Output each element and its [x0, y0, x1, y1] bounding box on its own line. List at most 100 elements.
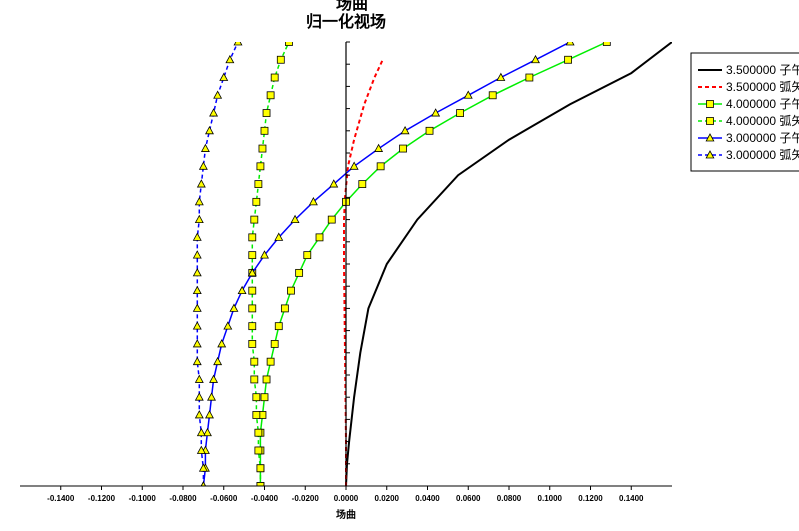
x-tick-label: -0.0200 [292, 494, 320, 503]
legend-label: 3.500000 子午 [726, 63, 799, 77]
data-point [250, 375, 259, 384]
data-point [192, 303, 202, 312]
x-tick-label: 0.0600 [456, 494, 481, 503]
data-point [237, 285, 247, 295]
data-point [525, 73, 534, 82]
data-point [256, 464, 265, 473]
data-point [254, 428, 263, 437]
legend-box [690, 52, 799, 172]
data-point [274, 322, 283, 331]
data-point [192, 339, 202, 348]
data-point [248, 322, 257, 331]
x-tick-label: 0.0000 [334, 494, 359, 503]
chart-title: 场曲 [336, 0, 368, 13]
data-point [285, 42, 293, 46]
x-tick-label: 0.1200 [578, 494, 603, 503]
legend-marker [706, 117, 714, 125]
data-point [205, 410, 214, 419]
data-point [217, 339, 227, 348]
legend-label: 3.500000 弧矢 [726, 80, 799, 94]
data-point [254, 446, 263, 455]
data-point [531, 54, 540, 64]
data-point [308, 197, 318, 206]
series-2 [256, 42, 611, 486]
x-tick-label: 0.0200 [375, 494, 400, 503]
chart-subtitle: 归一化视场 [306, 12, 386, 31]
data-point [252, 393, 261, 402]
data-point [315, 233, 324, 242]
data-point [205, 125, 214, 135]
data-point [349, 161, 359, 170]
data-point [192, 356, 202, 366]
data-point [209, 108, 219, 117]
data-point [254, 180, 263, 188]
series-line [345, 42, 672, 486]
data-point [194, 392, 204, 401]
data-point [260, 393, 269, 402]
data-point [374, 143, 384, 152]
x-tick-label: 0.1400 [619, 494, 644, 503]
data-point [194, 374, 204, 383]
data-point [303, 251, 312, 260]
legend-marker [705, 133, 715, 142]
data-point [425, 126, 434, 135]
data-point [602, 42, 611, 46]
data-point [280, 304, 289, 313]
data-point [256, 482, 265, 486]
data-point [327, 215, 336, 224]
legend-label: 3.000000 子午 [726, 131, 799, 145]
data-point [262, 109, 271, 117]
data-point [329, 179, 339, 188]
data-point [194, 197, 204, 206]
x-tick-label: -0.1400 [47, 494, 75, 503]
x-tick-label: 0.1000 [538, 494, 563, 503]
data-point [250, 215, 259, 224]
data-point [213, 356, 223, 366]
data-point [463, 90, 473, 99]
data-point [290, 214, 300, 224]
data-point [192, 321, 202, 330]
legend: 3.500000 子午 3.500000 弧矢 4.000000 子午 4.00000… [690, 52, 799, 172]
data-point [209, 374, 219, 383]
series-1 [343, 59, 384, 486]
data-point [276, 55, 285, 64]
data-point [248, 286, 257, 295]
data-point [248, 304, 257, 313]
x-tick-label: -0.0800 [169, 494, 197, 503]
data-point [376, 162, 385, 171]
data-point [399, 144, 407, 153]
x-tick-label: -0.0400 [251, 494, 279, 503]
data-point [219, 72, 229, 81]
data-point [260, 250, 269, 259]
y-ticks [346, 41, 350, 487]
x-tick-label: -0.1200 [88, 494, 116, 503]
data-point [270, 340, 279, 348]
data-point [260, 126, 269, 135]
data-point [400, 125, 410, 135]
data-point [196, 427, 206, 437]
x-tick-label: -0.0600 [210, 494, 238, 503]
data-point [266, 357, 275, 366]
legend-label: 3.000000 弧矢 [726, 148, 799, 162]
data-point [248, 233, 257, 242]
legend-label: 4.000000 子午 [726, 97, 799, 111]
data-point [202, 427, 212, 437]
data-point [564, 55, 572, 64]
data-point [431, 108, 441, 117]
data-point [225, 54, 235, 64]
data-point [192, 232, 202, 241]
data-point [252, 197, 261, 206]
data-point [295, 268, 304, 277]
series-5 [192, 42, 243, 486]
data-point [262, 375, 271, 384]
data-point [456, 109, 465, 117]
data-point [247, 268, 257, 277]
data-point [233, 42, 243, 46]
plot-area [192, 42, 672, 486]
data-point [252, 411, 261, 419]
data-point [194, 214, 204, 224]
data-point [256, 162, 265, 171]
data-point [270, 73, 279, 82]
data-point [200, 143, 210, 152]
